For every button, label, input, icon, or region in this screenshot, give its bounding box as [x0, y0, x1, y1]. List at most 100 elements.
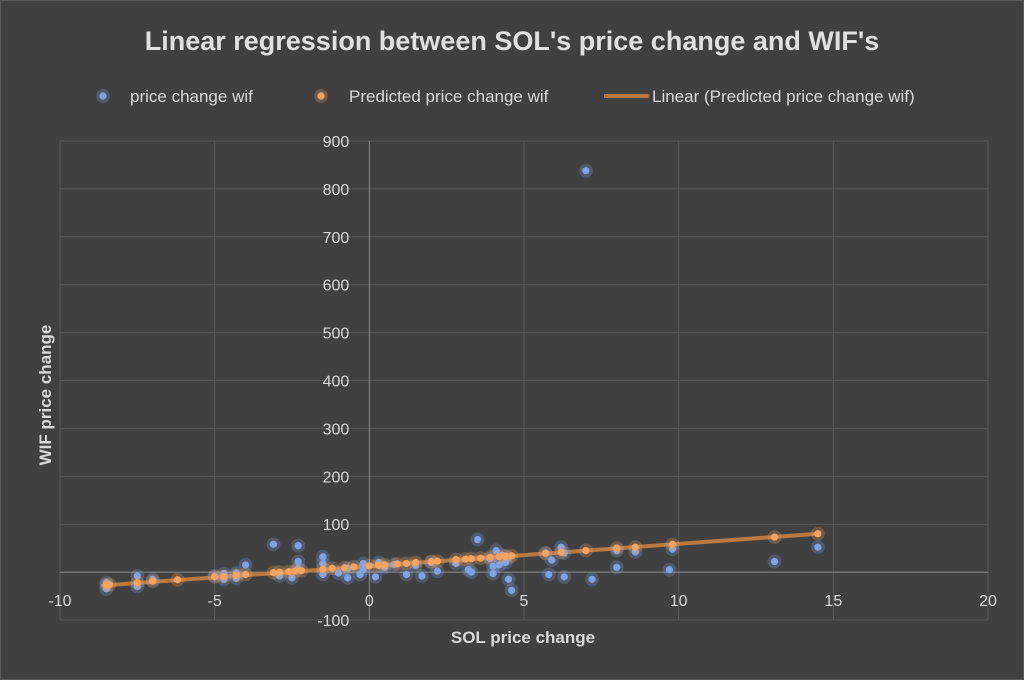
x-tick-label: -10	[48, 593, 71, 610]
tick-labels: -10 -5 0 5 10 15 20 -100 100 200 300 400 500 600 700 80…	[48, 134, 997, 630]
actual-data-point	[418, 572, 426, 580]
predicted-data-point	[582, 546, 590, 555]
actual-data-point	[504, 575, 513, 583]
actual-data-point	[319, 570, 327, 579]
actual-data-point	[319, 553, 327, 561]
actual-data-point	[359, 566, 367, 574]
predicted-data-point	[501, 552, 510, 560]
predicted-data-point	[211, 573, 219, 581]
predicted-data-point	[770, 533, 779, 541]
actual-data-point	[548, 556, 556, 564]
y-tick-label: 200	[323, 469, 350, 486]
predicted-data-point	[350, 563, 358, 571]
predicted-data-point	[149, 577, 157, 585]
actual-data-point	[294, 542, 302, 550]
y-tick-label: 800	[323, 182, 350, 199]
y-tick-label: -100	[317, 613, 349, 630]
actual-data-point	[495, 561, 503, 569]
predicted-data-point	[508, 552, 516, 560]
actual-data-point	[557, 543, 565, 551]
x-tick-label: 0	[365, 593, 374, 610]
predicted-data-point	[427, 557, 435, 566]
y-tick-label: 900	[323, 134, 350, 151]
actual-data-point	[294, 557, 302, 566]
actual-data-point	[814, 543, 822, 551]
actual-data-point	[334, 569, 342, 577]
predicted-data-point	[375, 561, 383, 569]
legend-point-marker	[99, 92, 107, 100]
legend-point-marker	[317, 92, 325, 100]
chart-title: Linear regression between SOL's price ch…	[145, 26, 880, 56]
predicted-data-point	[668, 540, 677, 548]
y-tick-label: 300	[323, 421, 350, 438]
predicted-data-point	[814, 530, 822, 538]
predicted-data-point	[133, 579, 141, 587]
actual-data-point	[492, 546, 500, 555]
predicted-data-point	[276, 568, 284, 576]
y-tick-label: 700	[323, 230, 350, 247]
predicted-data-point	[242, 570, 250, 579]
predicted-data-point	[319, 565, 327, 573]
actual-data-point	[474, 535, 482, 544]
predicted-data-point	[461, 555, 469, 563]
actual-data-point	[402, 570, 411, 579]
actual-data-point	[560, 573, 568, 581]
y-tick-label: 500	[323, 326, 350, 343]
predicted-data-point	[557, 548, 565, 557]
actual-data-point	[433, 567, 441, 575]
predicted-points-series	[99, 526, 825, 593]
predicted-data-point	[291, 567, 299, 575]
predicted-data-point	[452, 556, 460, 564]
legend-label: price change wif	[130, 87, 253, 106]
predicted-data-point	[402, 559, 411, 568]
plot-area	[99, 163, 825, 598]
x-tick-label: -5	[208, 593, 222, 610]
predicted-data-point	[328, 564, 336, 572]
predicted-data-point	[486, 553, 494, 561]
actual-data-point	[489, 562, 497, 570]
predicted-data-point	[285, 568, 293, 576]
y-axis-title: WIF price change	[36, 325, 55, 466]
x-tick-label: 15	[824, 593, 842, 610]
predicted-data-point	[613, 544, 621, 552]
legend: price change wif Predicted price change w…	[96, 87, 915, 106]
predicted-data-point	[393, 560, 401, 568]
gridlines	[59, 140, 989, 621]
actual-data-point	[582, 167, 590, 175]
actual-data-point	[545, 570, 553, 579]
predicted-data-point	[297, 567, 305, 575]
actual-data-point	[508, 586, 516, 594]
y-tick-label: 600	[323, 278, 350, 295]
predicted-data-point	[467, 555, 476, 563]
predicted-data-point	[340, 564, 349, 572]
actual-data-point	[770, 557, 779, 566]
x-axis-title: SOL price change	[451, 628, 595, 647]
predicted-data-point	[631, 543, 639, 551]
predicted-data-point	[477, 554, 485, 562]
predicted-data-point	[269, 568, 278, 577]
actual-data-point	[344, 574, 352, 582]
predicted-data-point	[542, 549, 550, 558]
predicted-data-point	[381, 561, 389, 569]
predicted-data-point	[173, 576, 182, 584]
x-tick-label: 20	[979, 593, 997, 610]
actual-data-point	[288, 574, 296, 582]
actual-data-point	[467, 568, 476, 576]
y-tick-label: 400	[323, 374, 350, 391]
actual-data-point	[319, 559, 327, 568]
actual-data-point	[242, 561, 250, 569]
predicted-data-point	[433, 557, 441, 565]
x-tick-label: 5	[520, 593, 529, 610]
predicted-data-point	[232, 571, 240, 580]
legend-label: Linear (Predicted price change wif)	[652, 87, 915, 106]
axes	[60, 141, 988, 620]
x-tick-label: 10	[670, 593, 688, 610]
actual-data-point	[133, 572, 141, 580]
predicted-data-point	[365, 562, 373, 570]
y-tick-label: 100	[323, 517, 350, 534]
actual-data-point	[269, 540, 278, 548]
predicted-data-point	[220, 572, 228, 581]
